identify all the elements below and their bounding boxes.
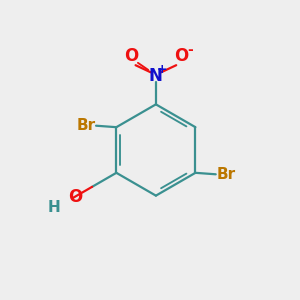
Text: -: - (187, 44, 193, 58)
Text: Br: Br (216, 167, 235, 182)
Text: O: O (124, 47, 138, 65)
Text: +: + (157, 63, 168, 76)
Text: O: O (68, 188, 82, 206)
Text: N: N (149, 68, 163, 85)
Text: H: H (47, 200, 60, 215)
Text: Br: Br (76, 118, 96, 133)
Text: O: O (174, 47, 188, 65)
